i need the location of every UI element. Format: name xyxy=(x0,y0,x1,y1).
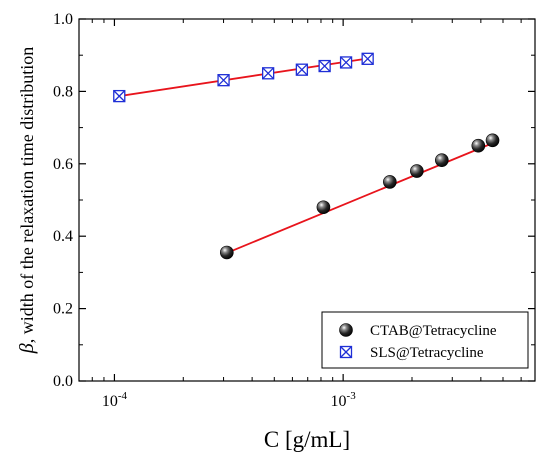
y-tick-label: 0.4 xyxy=(53,228,73,245)
y-tick-label: 1.0 xyxy=(53,11,73,28)
y-axis-title: β, width of the relaxation time distribu… xyxy=(16,47,38,354)
y-axis-title-text: , width of the relaxation time distribut… xyxy=(17,47,37,343)
data-point-0 xyxy=(471,138,486,153)
y-tick-label: 0.8 xyxy=(53,83,73,100)
legend-label-ctab: CTAB@Tetracycline xyxy=(370,323,497,339)
legend-square-marker xyxy=(339,345,353,359)
x-tick-label: 10-4 xyxy=(102,390,128,410)
data-point-0 xyxy=(316,200,331,215)
legend-marker-sls xyxy=(339,345,353,359)
y-tick-label: 0.6 xyxy=(53,156,73,173)
legend-box xyxy=(321,311,529,369)
legend-label-sls: SLS@Tetracycline xyxy=(370,345,484,361)
data-point-0 xyxy=(435,153,449,167)
legend-sphere-marker xyxy=(339,323,353,337)
data-point-1 xyxy=(295,63,309,76)
legend-marker-ctab xyxy=(339,323,353,337)
data-point-1 xyxy=(113,89,126,103)
data-point-1 xyxy=(361,52,374,65)
fit-line-0 xyxy=(223,140,498,256)
legend: CTAB@Tetracycline SLS@Tetracycline xyxy=(321,311,529,369)
data-point-0 xyxy=(383,175,397,189)
x-axis: 10-4 10-3 xyxy=(78,19,522,410)
x-axis-title: C [g/mL] xyxy=(264,427,350,452)
y-axis: 0.0 0.2 0.4 0.6 0.8 1.0 xyxy=(53,11,535,390)
y-tick-label: 0.2 xyxy=(53,301,73,318)
y-tick-label: 0.0 xyxy=(53,373,73,390)
data-point-1 xyxy=(339,56,353,69)
data-point-1 xyxy=(217,74,230,87)
data-point-0 xyxy=(485,133,500,148)
data-point-1 xyxy=(261,67,275,80)
y-axis-title-symbol: β xyxy=(16,343,38,354)
data-point-1 xyxy=(318,59,331,73)
data-point-0 xyxy=(410,164,424,178)
data-points xyxy=(113,52,500,260)
x-tick-label: 10-3 xyxy=(331,390,357,410)
data-point-0 xyxy=(220,245,234,260)
